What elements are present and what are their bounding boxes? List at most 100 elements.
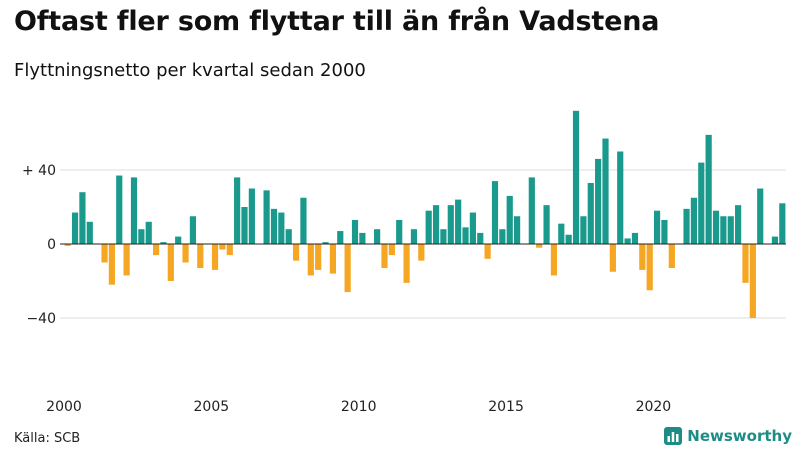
bar	[175, 236, 182, 244]
bar	[528, 177, 535, 244]
bar	[182, 244, 189, 263]
bar	[432, 205, 440, 244]
brand-name: Newsworthy	[687, 427, 792, 445]
bar	[322, 242, 329, 244]
bar	[351, 219, 359, 244]
bar	[86, 221, 93, 244]
bar	[653, 210, 661, 244]
bar	[138, 229, 145, 244]
x-tick-label: 2020	[636, 399, 672, 415]
bar	[278, 212, 285, 244]
y-tick-label: 0	[47, 237, 56, 253]
bar	[337, 231, 344, 244]
bar	[388, 244, 395, 256]
bar	[698, 162, 705, 244]
bar	[241, 207, 248, 244]
bar	[219, 244, 226, 250]
bar	[145, 221, 152, 244]
bar	[418, 244, 425, 261]
bar	[396, 219, 403, 244]
bar	[469, 212, 476, 244]
bar	[499, 229, 506, 244]
bar	[683, 208, 690, 244]
bar	[661, 219, 668, 244]
bar-chart-logo-icon	[664, 427, 683, 445]
bar	[234, 177, 241, 244]
x-tick-label: 2010	[341, 399, 377, 415]
bar	[270, 208, 278, 244]
bar	[248, 188, 255, 244]
bar	[580, 216, 587, 244]
bar	[735, 205, 742, 244]
bar	[484, 244, 491, 259]
bar	[742, 244, 749, 283]
bar	[71, 212, 79, 244]
bar	[779, 203, 786, 244]
bar	[639, 244, 646, 270]
bar	[108, 244, 115, 285]
bar	[587, 182, 594, 244]
bar	[565, 234, 572, 244]
bar	[425, 210, 432, 244]
bar	[631, 232, 639, 244]
bar	[624, 238, 631, 244]
x-tick-label: 2005	[194, 399, 230, 415]
x-tick-label: 2000	[46, 399, 82, 415]
bar	[491, 181, 499, 244]
brand-logo[interactable]: Newsworthy	[664, 427, 792, 445]
bar	[130, 177, 138, 244]
bar	[167, 244, 174, 281]
bar	[79, 192, 86, 244]
bar	[749, 244, 756, 318]
bar	[189, 216, 197, 244]
bar	[197, 244, 204, 269]
bar	[101, 244, 108, 263]
bar	[300, 197, 307, 244]
bar	[447, 205, 454, 244]
bar	[462, 227, 469, 244]
bar	[506, 195, 513, 244]
bar	[381, 244, 388, 269]
bar	[543, 205, 550, 244]
bar	[116, 175, 123, 244]
source-note: Källa: SCB	[14, 431, 81, 446]
bar	[329, 244, 336, 274]
bar	[226, 244, 233, 256]
bar	[550, 244, 558, 276]
bar	[440, 229, 447, 244]
bar	[536, 244, 543, 248]
bar	[403, 244, 410, 283]
chart-subtitle: Flyttningsnetto per kvartal sedan 2000	[14, 60, 366, 81]
bar	[514, 216, 521, 244]
bar	[757, 188, 764, 244]
bar	[359, 232, 366, 244]
bar	[292, 244, 300, 261]
bar	[344, 244, 351, 293]
bar	[307, 244, 314, 276]
bar	[617, 151, 624, 244]
bar	[595, 158, 602, 244]
x-tick-label: 2015	[488, 399, 524, 415]
bar	[720, 216, 727, 244]
bar	[712, 210, 720, 244]
bar	[705, 134, 712, 244]
y-tick-label: −40	[26, 311, 56, 327]
bar	[477, 232, 484, 244]
y-tick-label: + 40	[22, 163, 56, 179]
bar	[668, 244, 675, 269]
bar	[211, 244, 219, 270]
bar	[64, 244, 71, 246]
bar	[609, 244, 616, 272]
chart-title: Oftast fler som flyttar till än från Vad…	[14, 6, 660, 37]
bar	[153, 244, 160, 256]
bar	[315, 244, 322, 270]
bar	[646, 244, 653, 291]
bar	[602, 138, 609, 244]
bar	[455, 199, 462, 244]
bar	[727, 216, 734, 244]
bar	[285, 229, 292, 244]
bar	[160, 242, 167, 244]
bar	[123, 244, 130, 276]
bar	[558, 223, 565, 244]
